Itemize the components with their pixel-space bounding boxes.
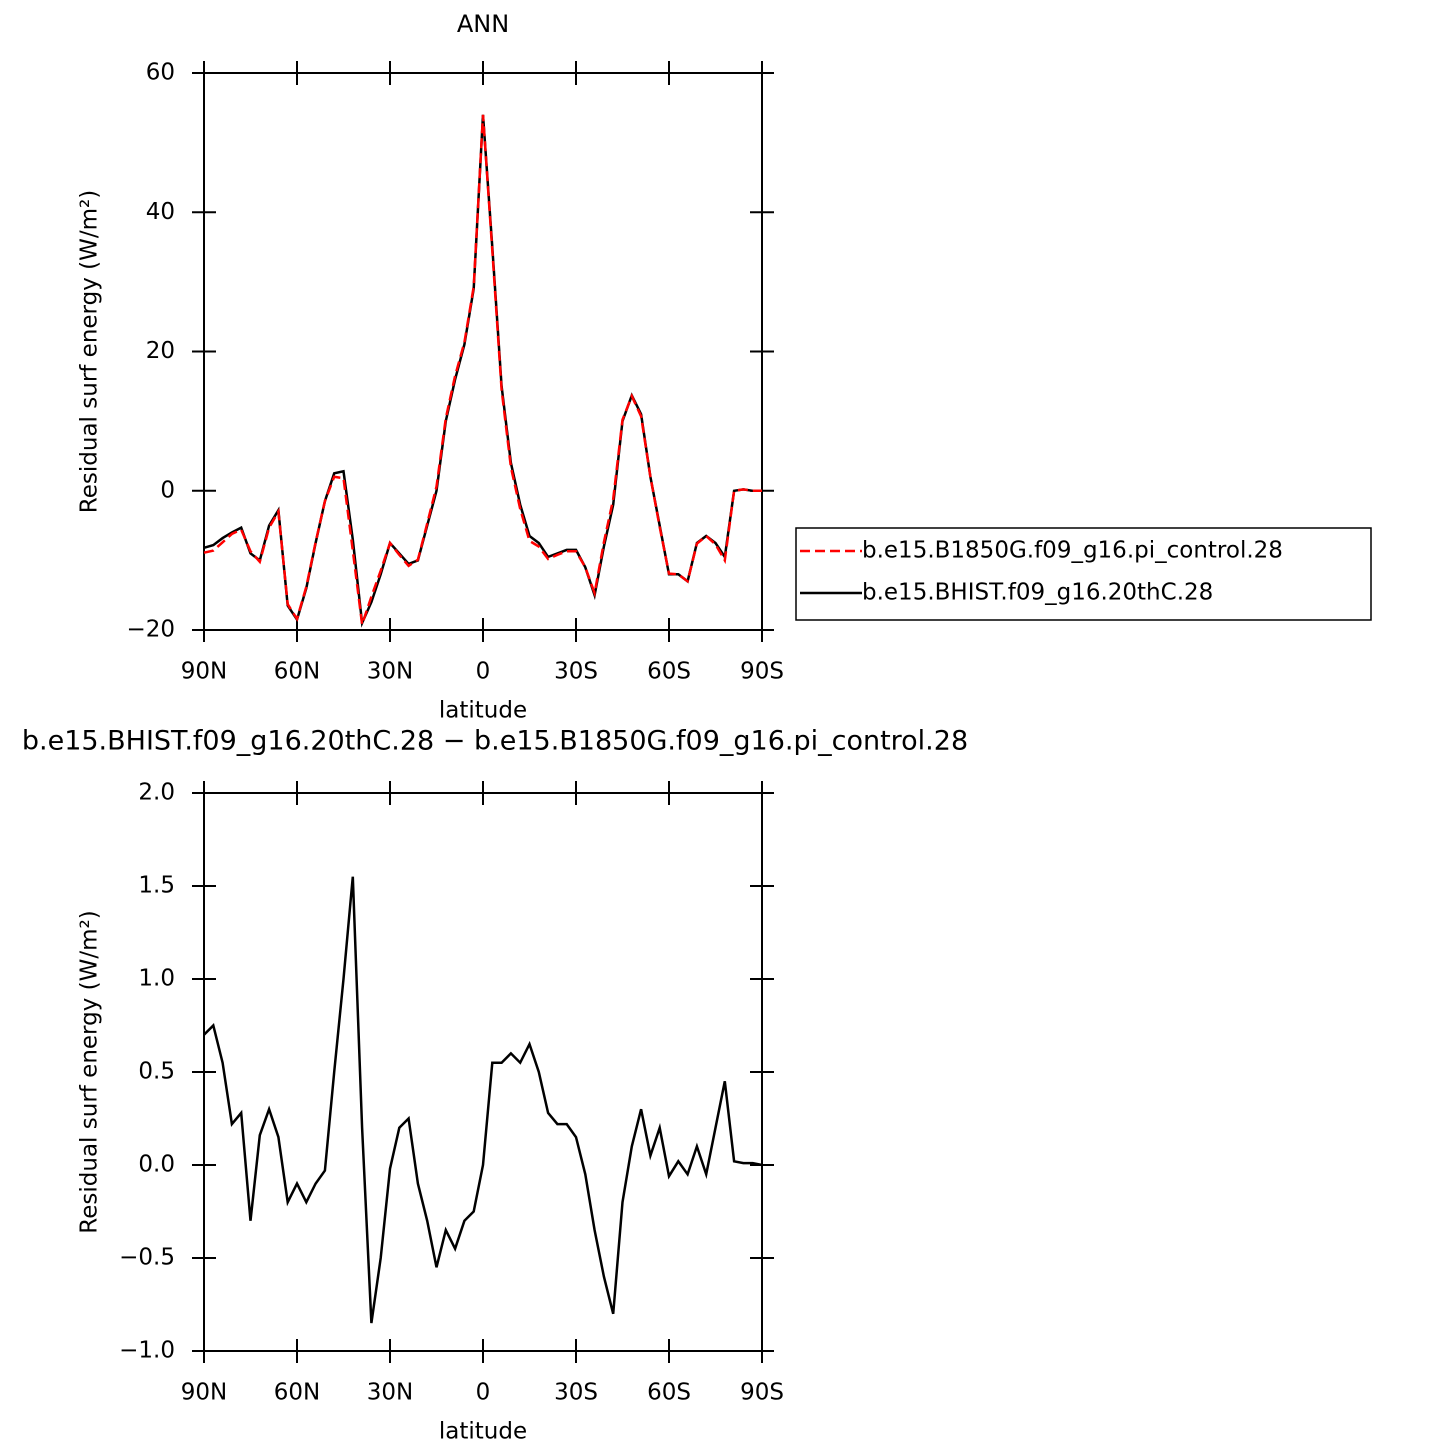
y-tick-label: 0.5: [138, 1059, 175, 1085]
x-tick-label: 30N: [367, 1380, 413, 1406]
y-tick-label: 60: [146, 60, 175, 86]
plot-frame: [203, 72, 763, 631]
x-tick-label: 90N: [181, 659, 227, 685]
y-tick-label: 1.5: [138, 873, 175, 899]
x-tick-label: 30S: [554, 659, 598, 685]
y-tick-label: 2.0: [138, 780, 175, 806]
x-tick-label: 30S: [554, 1380, 598, 1406]
chart-title: b.e15.BHIST.f09_g16.20thC.28 − b.e15.B18…: [22, 726, 968, 757]
data-line: [203, 114, 762, 628]
x-tick-label: 90S: [740, 659, 784, 685]
x-tick-label: 0: [476, 1380, 491, 1406]
legend-label: b.e15.B1850G.f09_g16.pi_control.28: [862, 538, 1283, 564]
x-tick-label: 30N: [367, 659, 413, 685]
y-tick-label: 0: [160, 477, 175, 503]
y-tick-label: 1.0: [138, 966, 175, 992]
y-tick-label: 0.0: [138, 1152, 175, 1178]
x-axis-label: latitude: [439, 698, 527, 724]
x-tick-label: 60S: [647, 1380, 691, 1406]
y-tick-label: −0.5: [119, 1245, 175, 1271]
plot-frame: [203, 792, 763, 1352]
y-tick-label: −20: [126, 617, 175, 643]
x-tick-label: 0: [476, 659, 491, 685]
legend-label: b.e15.BHIST.f09_g16.20thC.28: [862, 580, 1213, 606]
x-tick-label: 60S: [647, 659, 691, 685]
y-tick-label: 40: [146, 199, 175, 225]
y-axis-label: Residual surf energy (W/m²): [77, 190, 103, 513]
y-tick-label: −1.0: [119, 1338, 175, 1364]
y-axis-label: Residual surf energy (W/m²): [77, 910, 103, 1233]
legend-box: [795, 527, 1372, 621]
x-axis-label: latitude: [439, 1419, 527, 1445]
x-tick-label: 90S: [740, 1380, 784, 1406]
chart-title: ANN: [457, 10, 509, 38]
x-tick-label: 60N: [274, 1380, 320, 1406]
data-line: [203, 876, 763, 1324]
x-tick-label: 90N: [181, 1380, 227, 1406]
y-tick-label: 20: [146, 338, 175, 364]
data-line: [203, 114, 762, 625]
x-tick-label: 60N: [274, 659, 320, 685]
